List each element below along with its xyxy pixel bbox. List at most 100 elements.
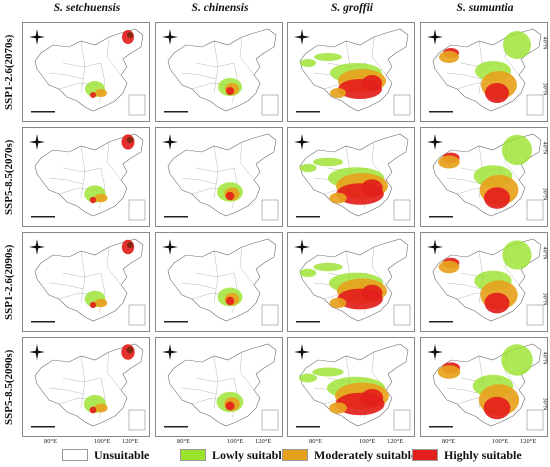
suitability-area-dark: [126, 136, 134, 144]
north-arrow-icon: [162, 29, 178, 45]
north-arrow-icon: [294, 239, 310, 255]
scale-bar: [296, 426, 320, 428]
scale-bar: [164, 216, 188, 218]
north-arrow-icon: [294, 29, 310, 45]
suitability-area-high: [484, 187, 510, 209]
suitability-area-low: [312, 157, 344, 167]
north-arrow-icon: [427, 344, 443, 360]
latitude-tick-label: 40°N: [541, 351, 548, 365]
latitude-tick-label: 30°N: [541, 82, 548, 96]
province-boundary: [213, 355, 219, 409]
suitability-area-moderate: [95, 89, 107, 97]
map-panel: [155, 22, 283, 122]
province-boundary: [62, 272, 102, 278]
south-china-sea-inset: [393, 94, 411, 116]
legend-label-moderately-suitable: Moderately suitable: [314, 447, 417, 462]
suitability-area-high: [362, 75, 382, 91]
longitude-tick-label: 100°E: [492, 438, 509, 445]
suitability-area-dark: [127, 32, 133, 38]
china-outline: [167, 133, 277, 217]
south-china-sea-inset: [261, 94, 279, 116]
map-panel: [287, 22, 415, 122]
province-boundary: [446, 72, 482, 80]
province-boundary: [106, 141, 122, 181]
south-china-sea-inset: [128, 94, 146, 116]
suitability-area-moderate: [438, 155, 460, 169]
scale-bar: [296, 216, 320, 218]
province-boundary: [80, 145, 86, 199]
suitability-area-high: [483, 396, 511, 420]
china-map: [29, 343, 146, 431]
north-arrow-icon: [162, 344, 178, 360]
suitability-area-moderate: [329, 192, 347, 204]
province-boundary: [48, 387, 84, 395]
suitability-area-high: [225, 296, 235, 306]
suitability-area-moderate: [330, 88, 346, 98]
province-boundary: [195, 272, 235, 278]
province-boundary: [239, 351, 255, 391]
suitability-area-low: [300, 59, 316, 67]
province-boundary: [106, 36, 122, 76]
china-outline: [34, 238, 144, 322]
north-arrow-icon: [162, 134, 178, 150]
suitability-area-low: [314, 53, 342, 61]
suitability-area-moderate: [94, 298, 108, 308]
scale-bar: [296, 111, 320, 113]
map-panel: [22, 22, 150, 122]
scale-bar: [429, 426, 453, 428]
suitability-area-high: [360, 389, 384, 407]
south-china-sea-inset: [526, 304, 544, 326]
scale-bar: [164, 111, 188, 113]
south-china-sea-inset: [261, 409, 279, 431]
map-panel: [420, 337, 548, 437]
legend-unsuitable: Unsuitable: [62, 447, 149, 463]
china-map: [294, 28, 411, 116]
suitability-area-high: [361, 179, 383, 197]
suitability-area-high: [89, 196, 97, 204]
scale-bar: [429, 216, 453, 218]
south-china-sea-inset: [261, 304, 279, 326]
map-panel: [287, 337, 415, 437]
row-header-ssp585-2090s: SSP5-8.5(2090s): [3, 349, 15, 425]
suitability-area-high: [484, 292, 510, 314]
north-arrow-icon: [29, 239, 45, 255]
province-boundary: [106, 351, 122, 391]
south-china-sea-inset: [526, 94, 544, 116]
china-outline: [34, 343, 144, 427]
province-boundary: [181, 177, 217, 185]
suitability-area-high: [89, 301, 97, 309]
longitude-tick-label: 100°E: [227, 438, 244, 445]
china-map: [162, 238, 279, 326]
map-panel: [155, 127, 283, 227]
north-arrow-icon: [427, 239, 443, 255]
province-boundary: [106, 246, 122, 286]
province-boundary: [48, 72, 84, 80]
scale-bar: [31, 426, 55, 428]
row-header-ssp126-2070s: SSP1-2.6(2070s): [3, 34, 15, 110]
latitude-tick-label: 30°N: [541, 292, 548, 306]
longitude-tick-label: 120°E: [520, 438, 537, 445]
south-china-sea-inset: [393, 304, 411, 326]
china-outline: [167, 28, 277, 112]
scale-bar: [31, 321, 55, 323]
suitability-area-high: [226, 87, 234, 95]
suitability-area-high: [485, 83, 509, 103]
north-arrow-icon: [29, 134, 45, 150]
column-header-sumuntia: S. sumuntia: [456, 2, 514, 14]
map-panel: [22, 337, 150, 437]
south-china-sea-inset: [128, 304, 146, 326]
legend-highly-suitable: Highly suitable: [412, 447, 522, 463]
longitude-tick-label: 100°E: [359, 438, 376, 445]
suitability-area-low: [299, 373, 317, 383]
suitability-area-moderate: [438, 260, 460, 274]
province-boundary: [446, 177, 482, 185]
china-map: [427, 238, 544, 326]
province-boundary: [195, 167, 235, 173]
china-map: [29, 238, 146, 326]
longitude-tick-label: 120°E: [387, 438, 404, 445]
province-boundary: [48, 282, 84, 290]
column-header-chinensis: S. chinensis: [191, 2, 249, 14]
legend-swatch-unsuitable: [62, 449, 88, 461]
province-boundary: [80, 355, 86, 409]
